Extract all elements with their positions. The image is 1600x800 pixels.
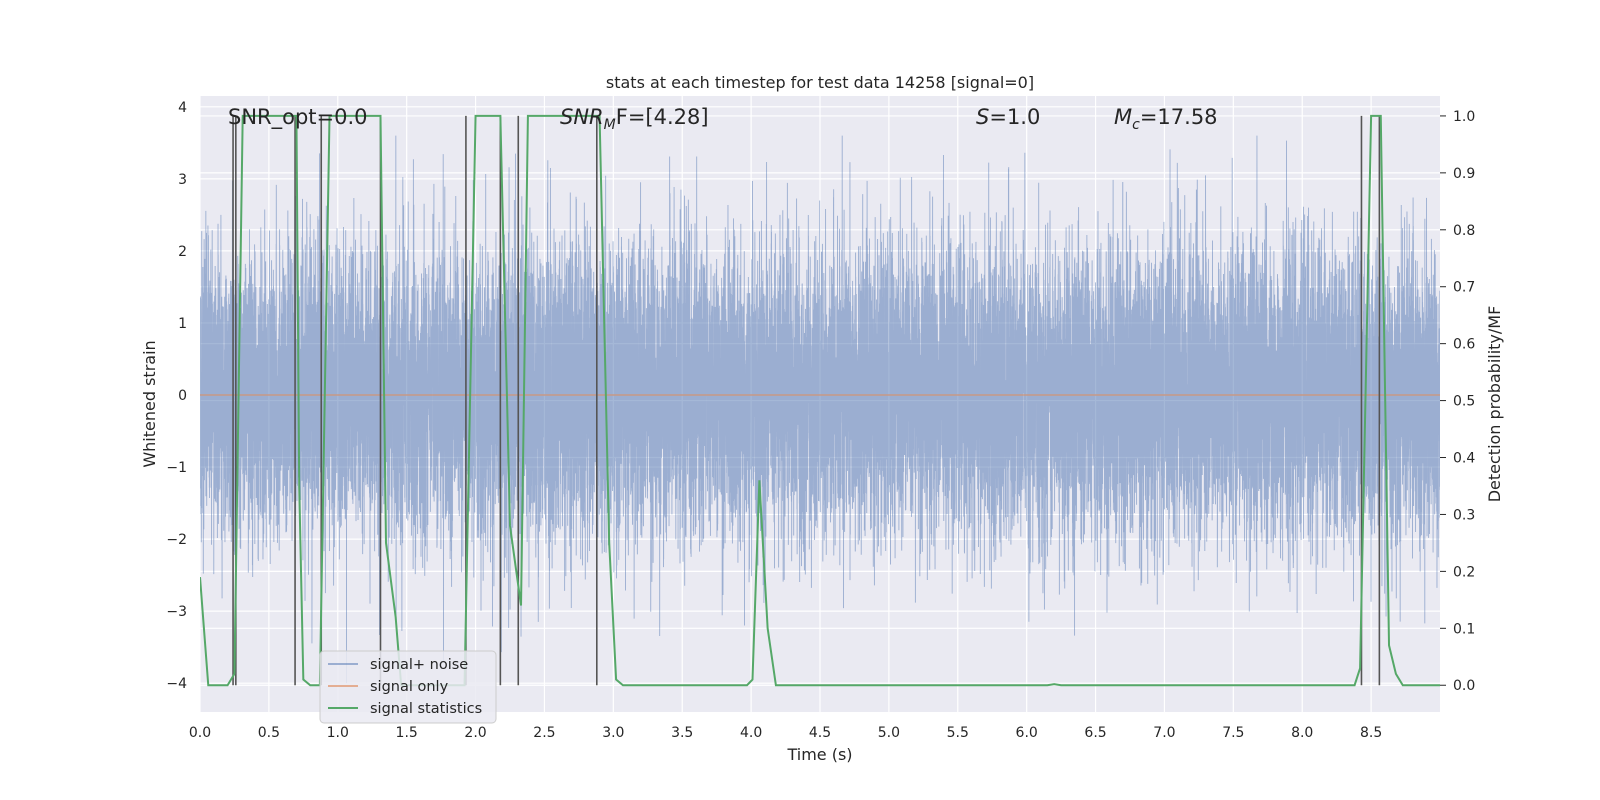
y-axis-ticks: 4 3 2 1 0 −1 −2 −3 −4 [166,100,187,692]
y2-tick-label: 0.9 [1453,166,1475,182]
y-axis-label: Whitened strain [140,340,159,467]
annotation-snr-mf-symbol: SNR [560,105,604,129]
annotation-mc-value: =17.58 [1140,105,1218,129]
y2-tick-label: 0.2 [1453,564,1475,580]
y2-tick-label: 0.3 [1453,507,1475,523]
legend-label-signal-plus-noise: signal+ noise [370,657,468,673]
x-axis-ticks: 0.0 0.5 1.0 1.5 2.0 2.5 3.0 3.5 4.0 4.5 5.0 5.5 6.0 6… [189,725,1382,741]
x-axis-label: Time (s) [786,745,852,764]
y2-tick-label: 0.6 [1453,337,1475,353]
x-tick-label: 5.0 [878,725,900,741]
annotation-mc-subscript: c [1132,117,1140,133]
legend-label-signal-statistics: signal statistics [370,701,482,717]
y2-tick-label: 0.1 [1453,621,1475,637]
x-tick-label: 3.0 [602,725,624,741]
y2-tick-label: 0.5 [1453,394,1475,410]
x-tick-label: 1.5 [396,725,418,741]
annotation-mc: Mc=17.58 [1114,105,1218,133]
y2-tick-label: 0.4 [1453,451,1475,467]
annotation-snr-opt: SNR_opt=0.0 [228,105,368,130]
series-signal-statistics-line [200,114,1440,687]
y2-axis-ticks: 1.0 0.9 0.8 0.7 0.6 0.5 0.4 0.3 0.2 0.1 0.0 [1440,109,1475,694]
x-tick-label: 6.5 [1084,725,1106,741]
x-tick-label: 6.0 [1016,725,1038,741]
annotation-snr-mf-subscript: M [604,117,616,133]
x-tick-label: 0.0 [189,725,211,741]
y-tick-label: 4 [178,100,187,116]
annotation-s: S=1.0 [976,105,1040,129]
annotation-snr-mf: SNRMF=[4.28] [560,105,709,133]
y2-tick-label: 0.0 [1453,678,1475,694]
legend: signal+ noise signal only signal statist… [319,650,497,724]
annotation-s-value: =1.0 [989,105,1040,129]
x-tick-label: 8.5 [1360,725,1382,741]
y2-tick-label: 1.0 [1453,109,1475,125]
y2-tick-label: 0.8 [1453,223,1475,239]
x-tick-label: 7.0 [1153,725,1175,741]
y-tick-label: −2 [166,532,187,548]
annotation-mc-symbol: M [1114,105,1132,129]
x-tick-label: 1.0 [327,725,349,741]
y-tick-label: −3 [166,604,187,620]
x-tick-label: 4.5 [809,725,831,741]
y-tick-label: −1 [166,460,187,476]
x-tick-label: 2.0 [464,725,486,741]
y-tick-label: 1 [178,316,187,332]
annotation-snr-mf-value: F=[4.28] [616,105,709,129]
y-tick-label: 3 [178,172,187,188]
y-tick-label: 0 [178,388,187,404]
legend-label-signal-only: signal only [370,679,449,695]
x-tick-label: 5.5 [947,725,969,741]
x-tick-label: 4.0 [740,725,762,741]
legend-box [319,650,497,724]
annotation-s-symbol: S [976,105,989,129]
x-tick-label: 0.5 [258,725,280,741]
y-tick-label: −4 [166,676,187,692]
y2-axis-label: Detection probability/MF [1485,306,1504,503]
chart-title: stats at each timestep for test data 142… [606,73,1034,92]
y2-tick-label: 0.7 [1453,280,1475,296]
x-tick-label: 2.5 [533,725,555,741]
series-signal-plus-noise-line [200,135,1440,684]
x-tick-label: 7.5 [1222,725,1244,741]
x-tick-label: 8.0 [1291,725,1313,741]
x-tick-label: 3.5 [671,725,693,741]
y-tick-label: 2 [178,244,187,260]
